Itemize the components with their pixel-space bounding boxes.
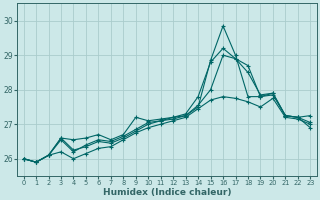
X-axis label: Humidex (Indice chaleur): Humidex (Indice chaleur) <box>103 188 231 197</box>
